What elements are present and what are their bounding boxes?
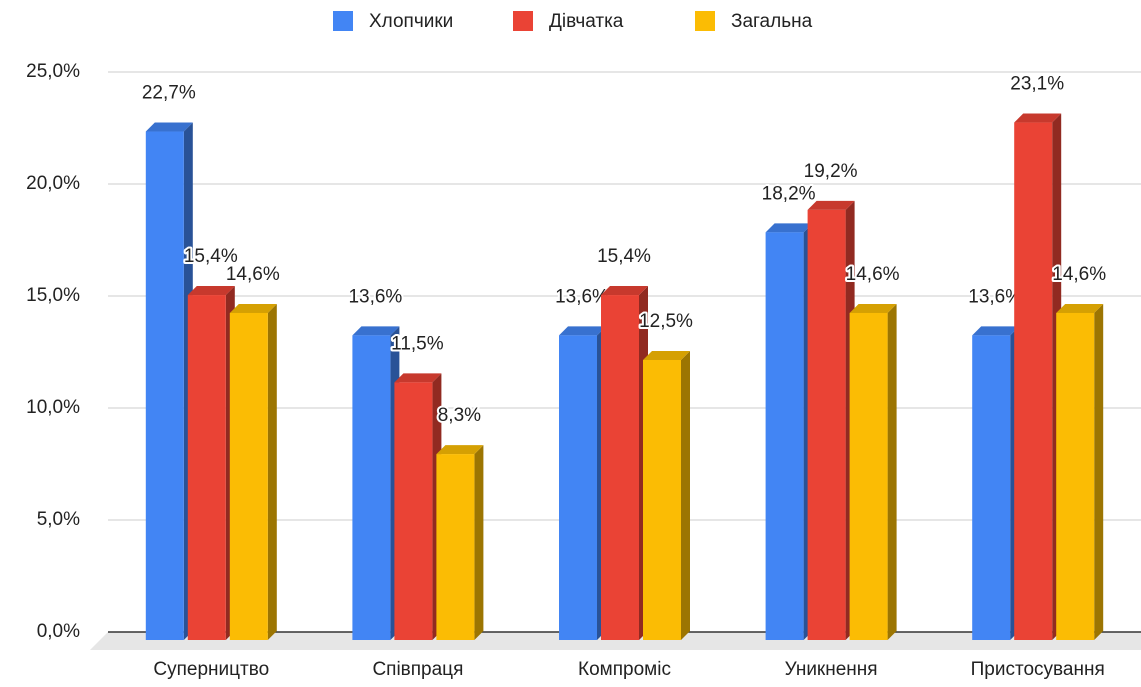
- bar-side: [681, 351, 690, 640]
- bar-side: [887, 303, 897, 640]
- value-label: 13,6%: [348, 286, 402, 307]
- value-label: 13,6%: [968, 286, 1022, 307]
- bar-top: [436, 445, 484, 455]
- bar-top: [559, 326, 606, 336]
- value-label: 14,6%: [1052, 264, 1106, 285]
- value-label: 15,4%: [184, 246, 238, 267]
- bar: [352, 335, 391, 640]
- legend-label: Дівчатка: [549, 11, 624, 32]
- legend-label: Загальна: [731, 11, 813, 32]
- bar-top: [145, 122, 193, 132]
- x-tick-label: Уникнення: [785, 659, 878, 680]
- y-tick-label: 25,0%: [26, 61, 80, 82]
- legend-swatch: [695, 11, 715, 31]
- x-tick-label: Суперництво: [153, 659, 269, 680]
- value-label: 15,4%: [597, 246, 651, 267]
- y-tick-label: 10,0%: [26, 397, 80, 418]
- bar: [601, 295, 639, 640]
- y-tick-label: 0,0%: [37, 621, 80, 642]
- bar-top: [765, 223, 813, 233]
- bar-top: [807, 200, 855, 210]
- x-tick-label: Співпраця: [372, 659, 463, 680]
- bar-side: [474, 445, 484, 640]
- bar: [643, 360, 681, 640]
- y-tick-label: 5,0%: [37, 509, 80, 530]
- bar-side: [1094, 303, 1104, 640]
- bar: [145, 131, 184, 640]
- x-tick-label: Пристосування: [971, 659, 1105, 680]
- value-label: 18,2%: [762, 183, 816, 204]
- bar: [1014, 122, 1053, 640]
- value-label: 14,6%: [846, 264, 900, 285]
- bar: [394, 382, 433, 640]
- bar: [849, 312, 888, 640]
- legend-swatch: [513, 11, 533, 31]
- bar-top: [849, 303, 897, 313]
- bar: [229, 312, 268, 640]
- value-label: 23,1%: [1010, 74, 1064, 95]
- value-label: 14,6%: [226, 264, 280, 285]
- value-label: 19,2%: [804, 161, 858, 182]
- bar-top: [229, 303, 277, 313]
- bar-top: [352, 326, 400, 336]
- value-label: 22,7%: [142, 83, 196, 104]
- bar-top: [1056, 303, 1104, 313]
- bar: [765, 232, 804, 640]
- bar-top: [1014, 113, 1062, 123]
- bar-top: [394, 373, 442, 383]
- legend-label: Хлопчики: [369, 11, 453, 32]
- bar: [1056, 312, 1095, 640]
- bar: [972, 335, 1011, 640]
- y-tick-label: 20,0%: [26, 173, 80, 194]
- bar-top: [187, 286, 235, 296]
- bar-side: [267, 303, 277, 640]
- value-label: 11,5%: [391, 333, 444, 354]
- bar: [187, 295, 226, 640]
- value-label: 8,3%: [438, 405, 481, 426]
- y-tick-label: 15,0%: [26, 285, 80, 306]
- x-tick-label: Компроміс: [578, 659, 671, 680]
- bar: [807, 209, 846, 641]
- bar-top: [972, 326, 1020, 336]
- value-label: 12,5%: [639, 311, 693, 332]
- bar: [436, 454, 475, 640]
- bar: [559, 335, 597, 640]
- bar-top: [643, 351, 690, 360]
- legend-swatch: [333, 11, 353, 31]
- value-label: 13,6%: [555, 286, 609, 307]
- bar-top: [601, 286, 648, 296]
